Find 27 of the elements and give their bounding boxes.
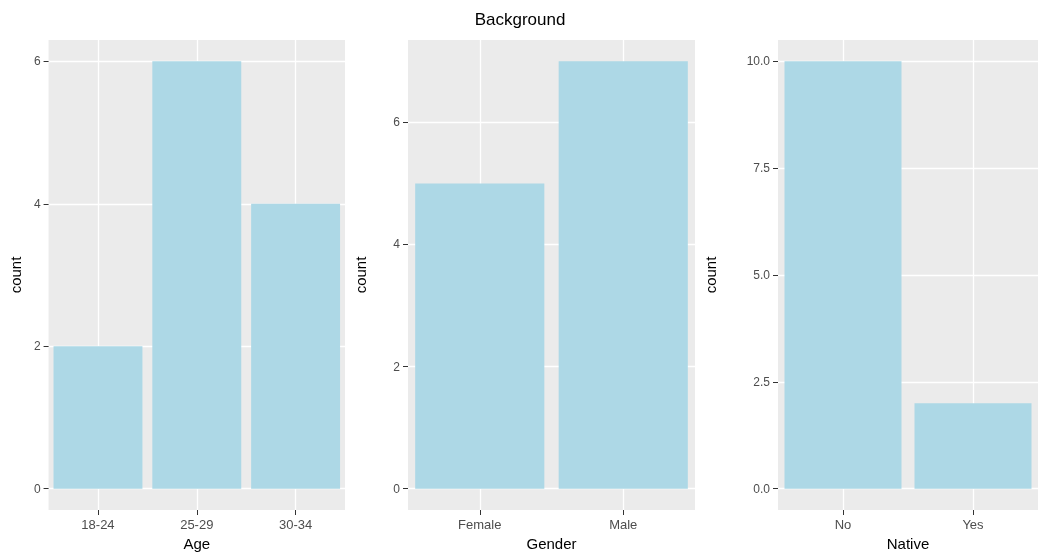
x-tick-label: Female [458, 517, 502, 532]
y-tick-label: 2 [393, 359, 401, 374]
y-tick-label: 6 [393, 115, 401, 130]
x-axis-title: Age [183, 534, 211, 552]
y-tick-label: 4 [393, 237, 401, 252]
x-axis-title: Gender [526, 534, 577, 552]
y-axis-title: count [352, 255, 369, 294]
y-tick-label: 2.5 [753, 374, 771, 389]
y-axis-title: count [7, 255, 24, 294]
y-tick-label: 5.0 [753, 268, 771, 282]
chart-title: Background [474, 10, 566, 29]
y-tick-label: 0 [33, 481, 41, 496]
x-tick-label: 30-34 [278, 517, 313, 532]
y-tick-label: 0.0 [753, 481, 771, 496]
y-tick-label: 7.5 [753, 161, 771, 176]
x-tick-label: 18-24 [81, 517, 115, 532]
x-axis-title: Native [886, 534, 930, 552]
y-axis-title: count [702, 255, 719, 294]
y-tick-label: 4 [33, 196, 41, 211]
y-tick-label: 10.0 [746, 54, 771, 69]
x-tick-label: Male [609, 517, 638, 532]
x-tick-label: 25-29 [180, 517, 214, 532]
y-tick-label: 6 [33, 54, 41, 69]
x-tick-label: Yes [962, 517, 985, 532]
y-tick-label: 0 [393, 481, 401, 496]
x-tick-label: No [834, 517, 852, 532]
y-tick-label: 2 [33, 339, 41, 354]
